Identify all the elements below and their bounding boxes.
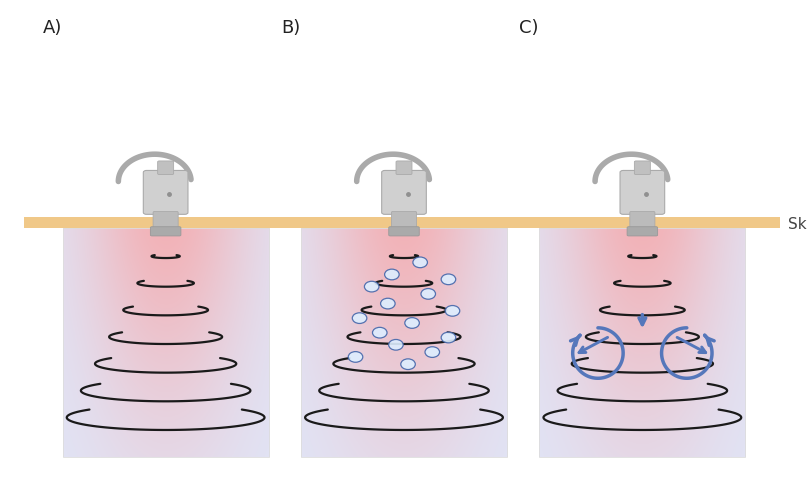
Ellipse shape <box>425 347 440 358</box>
Ellipse shape <box>348 352 363 363</box>
Ellipse shape <box>352 313 367 324</box>
Ellipse shape <box>441 333 456 343</box>
Ellipse shape <box>389 340 403 350</box>
FancyBboxPatch shape <box>153 212 179 229</box>
FancyBboxPatch shape <box>158 162 174 175</box>
Bar <box>301 229 507 457</box>
Ellipse shape <box>421 289 436 300</box>
Ellipse shape <box>405 318 419 329</box>
Ellipse shape <box>445 306 460 317</box>
Bar <box>24 218 780 229</box>
Bar <box>62 229 268 457</box>
Ellipse shape <box>385 270 399 280</box>
Ellipse shape <box>401 359 415 370</box>
FancyBboxPatch shape <box>150 227 181 236</box>
Text: A): A) <box>42 19 61 37</box>
FancyBboxPatch shape <box>381 171 427 215</box>
Ellipse shape <box>381 299 395 309</box>
FancyBboxPatch shape <box>143 171 188 215</box>
FancyBboxPatch shape <box>391 212 417 229</box>
Ellipse shape <box>441 274 456 285</box>
FancyBboxPatch shape <box>629 212 655 229</box>
FancyBboxPatch shape <box>396 162 412 175</box>
Text: Skin: Skin <box>788 216 808 231</box>
FancyBboxPatch shape <box>627 227 658 236</box>
FancyBboxPatch shape <box>634 162 650 175</box>
Ellipse shape <box>364 282 379 292</box>
FancyBboxPatch shape <box>389 227 419 236</box>
Bar <box>540 229 745 457</box>
Ellipse shape <box>372 328 387 338</box>
Text: B): B) <box>281 19 300 37</box>
FancyBboxPatch shape <box>620 171 665 215</box>
Text: C): C) <box>519 19 539 37</box>
Ellipse shape <box>413 257 427 268</box>
